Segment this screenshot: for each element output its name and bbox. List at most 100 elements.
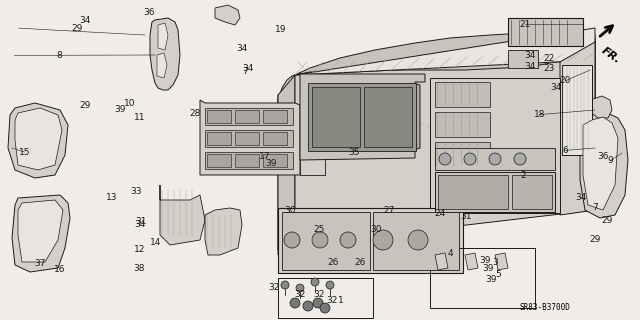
Text: 36: 36 (143, 8, 155, 17)
Polygon shape (560, 42, 595, 215)
Polygon shape (300, 74, 425, 160)
Polygon shape (278, 75, 295, 255)
Bar (435, 148, 555, 170)
Circle shape (408, 230, 428, 250)
Bar (435, 172, 555, 212)
Circle shape (514, 153, 526, 165)
Text: 39: 39 (115, 105, 126, 114)
Bar (430, 248, 535, 308)
Bar (278, 208, 463, 273)
Polygon shape (435, 253, 448, 270)
Bar (235, 110, 259, 123)
Polygon shape (278, 35, 595, 250)
Text: 34: 34 (524, 62, 536, 71)
Text: 26: 26 (355, 258, 366, 267)
Text: 24: 24 (435, 209, 446, 218)
Text: 8: 8 (57, 51, 62, 60)
Bar (364, 87, 412, 147)
Text: 32: 32 (294, 290, 305, 299)
Polygon shape (465, 253, 478, 270)
Circle shape (312, 232, 328, 248)
Text: 22: 22 (543, 54, 555, 63)
Polygon shape (205, 208, 242, 255)
Text: 5: 5 (495, 270, 500, 279)
Bar (205, 130, 293, 147)
Bar (205, 152, 293, 169)
Text: 21: 21 (519, 20, 531, 28)
Bar (435, 82, 490, 107)
Text: 26: 26 (327, 258, 339, 267)
Bar (207, 154, 231, 167)
Polygon shape (583, 117, 618, 210)
Circle shape (489, 153, 501, 165)
Polygon shape (278, 45, 595, 215)
Text: 34: 34 (134, 220, 145, 228)
Polygon shape (15, 108, 62, 170)
Polygon shape (295, 28, 595, 75)
Text: 30: 30 (284, 206, 296, 215)
Bar (512, 175, 552, 209)
Polygon shape (580, 112, 628, 218)
Circle shape (296, 284, 304, 292)
Bar (508, 18, 583, 46)
Text: 29: 29 (79, 101, 91, 110)
Text: 34: 34 (243, 64, 254, 73)
Bar (438, 175, 508, 209)
Text: 32: 32 (268, 284, 280, 292)
Text: 31: 31 (460, 212, 472, 221)
Text: 4: 4 (447, 249, 452, 258)
Circle shape (439, 153, 451, 165)
Text: 29: 29 (71, 24, 83, 33)
Circle shape (373, 230, 393, 250)
Text: SR83-B3700D: SR83-B3700D (520, 303, 570, 312)
Text: 10: 10 (124, 99, 136, 108)
Text: 28: 28 (189, 109, 201, 118)
Text: 38: 38 (134, 264, 145, 273)
Bar (263, 154, 287, 167)
Polygon shape (157, 53, 167, 78)
Text: 3: 3 (492, 258, 497, 267)
Polygon shape (160, 185, 205, 245)
Bar (263, 110, 287, 123)
Circle shape (320, 303, 330, 313)
Text: 34: 34 (575, 193, 587, 202)
Polygon shape (295, 32, 595, 75)
Text: 16: 16 (54, 265, 65, 274)
Text: 12: 12 (134, 245, 145, 254)
Bar (308, 83, 416, 151)
Text: 7: 7 (593, 203, 598, 212)
Polygon shape (200, 100, 300, 175)
Text: 32: 32 (313, 290, 324, 299)
Text: 29: 29 (589, 235, 601, 244)
Text: 6: 6 (563, 146, 568, 155)
Text: 15: 15 (19, 148, 30, 156)
Bar (235, 132, 259, 145)
Text: 25: 25 (313, 225, 324, 234)
Circle shape (464, 153, 476, 165)
Bar (373, 212, 459, 270)
Text: 39: 39 (483, 264, 494, 273)
Text: 33: 33 (131, 187, 142, 196)
Bar (235, 154, 259, 167)
Circle shape (290, 298, 300, 308)
Bar (282, 212, 370, 270)
Circle shape (284, 232, 300, 248)
Text: 32: 32 (326, 296, 337, 305)
Bar (300, 103, 325, 175)
Text: 39: 39 (265, 159, 276, 168)
Bar (207, 132, 231, 145)
Text: 30: 30 (371, 225, 382, 234)
Bar (430, 78, 560, 213)
Polygon shape (495, 253, 508, 270)
Bar (205, 108, 293, 125)
Polygon shape (158, 23, 168, 50)
Bar (278, 278, 373, 318)
Bar (508, 50, 538, 68)
Circle shape (340, 232, 356, 248)
Polygon shape (18, 200, 63, 262)
Text: 34: 34 (524, 51, 536, 60)
Bar (312, 87, 360, 147)
Circle shape (281, 281, 289, 289)
Polygon shape (305, 78, 420, 155)
Text: 37: 37 (35, 259, 46, 268)
